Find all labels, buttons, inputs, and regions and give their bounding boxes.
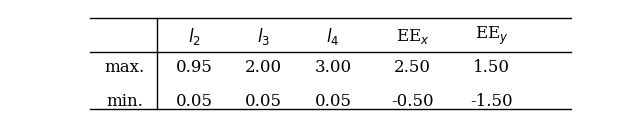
Text: EE$_x$: EE$_x$ <box>396 27 429 46</box>
Text: -1.50: -1.50 <box>470 93 513 110</box>
Text: 0.05: 0.05 <box>175 93 212 110</box>
Text: max.: max. <box>104 60 145 76</box>
Text: 3.00: 3.00 <box>314 60 351 76</box>
Text: $l_3$: $l_3$ <box>257 26 270 47</box>
Text: 0.95: 0.95 <box>175 60 212 76</box>
Text: $l_4$: $l_4$ <box>326 26 340 47</box>
Text: 2.00: 2.00 <box>245 60 282 76</box>
Text: -0.50: -0.50 <box>391 93 434 110</box>
Text: min.: min. <box>106 93 143 110</box>
Text: 2.50: 2.50 <box>394 60 431 76</box>
Text: 0.05: 0.05 <box>314 93 351 110</box>
Text: EE$_y$: EE$_y$ <box>475 25 508 47</box>
Text: $l_2$: $l_2$ <box>188 26 200 47</box>
Text: 1.50: 1.50 <box>473 60 510 76</box>
Text: 0.05: 0.05 <box>245 93 282 110</box>
